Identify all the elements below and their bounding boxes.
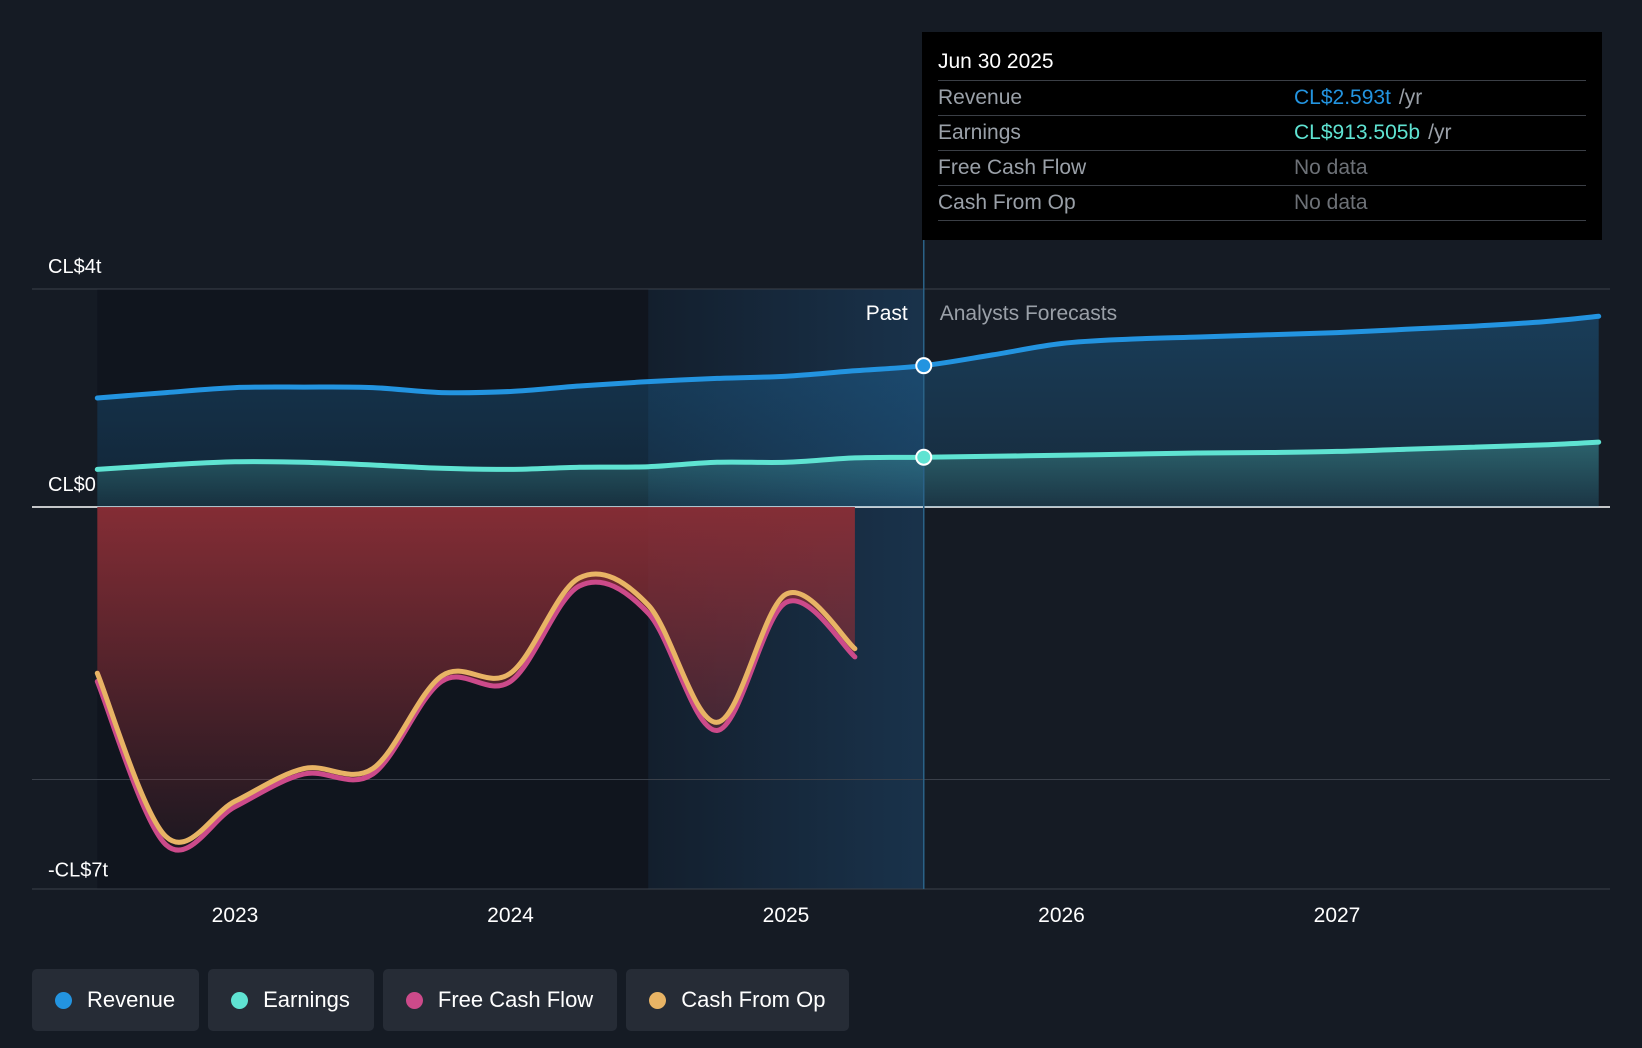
revenue-line bbox=[94, 313, 1602, 401]
past-label: Past bbox=[866, 302, 908, 325]
tooltip-value: No data bbox=[1294, 156, 1368, 179]
tooltip-label: Free Cash Flow bbox=[938, 156, 1087, 179]
tooltip-value: CL$913.505b bbox=[1294, 121, 1421, 144]
x-tick-label: 2025 bbox=[763, 904, 810, 927]
free-cash-flow-line bbox=[94, 579, 858, 853]
x-tick-label: 2024 bbox=[487, 904, 534, 927]
legend-label: Revenue bbox=[87, 987, 176, 1012]
earnings-area bbox=[97, 442, 1599, 507]
earnings-marker bbox=[915, 448, 933, 466]
legend-label: Earnings bbox=[263, 987, 350, 1012]
legend-label: Cash From Op bbox=[681, 987, 826, 1012]
earnings-line bbox=[94, 439, 1602, 472]
tooltip-suffix: /yr bbox=[1428, 121, 1452, 144]
tooltip-suffix: /yr bbox=[1398, 86, 1423, 109]
legend-item-cash-from-op[interactable]: Cash From Op bbox=[626, 969, 850, 1031]
cash-from-op-line bbox=[94, 571, 858, 845]
free-cash-flow-dot-icon bbox=[405, 991, 423, 1009]
legend-label: Free Cash Flow bbox=[437, 987, 594, 1012]
x-tick-label: 2026 bbox=[1038, 904, 1085, 927]
tooltip-row-revenue: Revenue CL$2.593t /yr bbox=[938, 81, 1586, 116]
tooltip-row-free-cash-flow: Free Cash Flow No data bbox=[938, 151, 1586, 186]
tooltip-label: Cash From Op bbox=[938, 191, 1076, 214]
legend: Revenue Earnings Free Cash Flow Cash Fro… bbox=[32, 969, 858, 1031]
x-tick-label: 2023 bbox=[212, 904, 259, 927]
tooltip-label: Revenue bbox=[938, 86, 1023, 109]
x-tick-label: 2027 bbox=[1314, 904, 1361, 927]
legend-item-earnings[interactable]: Earnings bbox=[208, 969, 374, 1031]
tooltip: Jun 30 2025 Revenue CL$2.593t /yr Earnin… bbox=[922, 32, 1602, 240]
forecast-label: Analysts Forecasts bbox=[940, 302, 1117, 325]
tooltip-value: No data bbox=[1294, 191, 1368, 214]
tooltip-row-cash-from-op: Cash From Op No data bbox=[938, 186, 1586, 221]
revenue-marker bbox=[915, 357, 933, 375]
free-cash-flow-area bbox=[97, 507, 855, 851]
y-tick-label: CL$0 bbox=[48, 474, 96, 496]
y-tick-label: -CL$7t bbox=[48, 860, 108, 882]
y-tick-label: CL$4t bbox=[48, 256, 102, 278]
legend-item-revenue[interactable]: Revenue bbox=[32, 969, 200, 1031]
tooltip-label: Earnings bbox=[938, 121, 1021, 144]
legend-item-free-cash-flow[interactable]: Free Cash Flow bbox=[382, 969, 618, 1031]
cash-from-op-dot-icon bbox=[649, 991, 667, 1009]
tooltip-date: Jun 30 2025 bbox=[938, 46, 1586, 81]
tooltip-row-earnings: Earnings CL$913.505b /yr bbox=[938, 116, 1586, 151]
earnings-dot-icon bbox=[231, 991, 249, 1009]
revenue-dot-icon bbox=[55, 991, 72, 1009]
tooltip-value: CL$2.593t bbox=[1294, 86, 1391, 109]
